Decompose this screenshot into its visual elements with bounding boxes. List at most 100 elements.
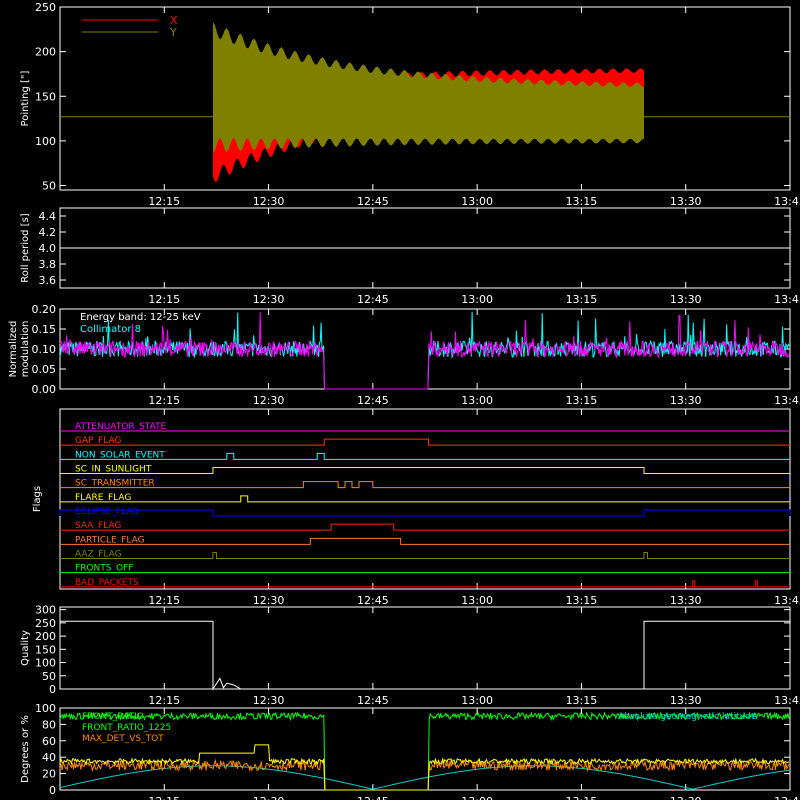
- flag-line-gap-flag: [60, 438, 790, 446]
- quality-xtick-label: 12:45: [357, 694, 389, 707]
- quality-ytick-label: 150: [35, 643, 56, 656]
- ratios-ytick-label: 60: [42, 735, 56, 748]
- flags-xtick-label: 12:30: [253, 594, 285, 607]
- modulation-xtick-label: 12:30: [253, 394, 285, 407]
- roll-ytick-label: 4.4: [39, 210, 57, 223]
- ratios-legend-label: FRONT_RATIO_1225: [82, 723, 171, 733]
- roll-xtick-label: 13:15: [566, 293, 598, 306]
- flag-label: GAP_FLAG: [75, 436, 121, 446]
- roll-ytick-label: 4.2: [39, 226, 57, 239]
- ratios-latitude-label: Absolute geomagnetic latitude: [618, 712, 757, 722]
- flag-label: PARTICLE_FLAG: [75, 535, 145, 545]
- pointing-legend-label: Y: [169, 26, 177, 39]
- ratios-xtick-label: 12:30: [253, 795, 285, 800]
- quality-ytick-label: 200: [35, 630, 56, 643]
- flags-xtick-label: 12:45: [357, 594, 389, 607]
- flag-line-saa-flag: [60, 523, 790, 531]
- flags-xtick-label: 13:15: [566, 594, 598, 607]
- roll-xtick-label: 12:30: [253, 293, 285, 306]
- quality-xtick-label: 13:00: [461, 694, 493, 707]
- ratios-ytick-label: 0: [49, 784, 56, 797]
- ratios-ytick-label: 20: [42, 768, 56, 781]
- modulation-xtick-label: 12:45: [357, 394, 389, 407]
- ratios-xtick-label: 13:30: [670, 795, 702, 800]
- modulation-xtick-label: 13:45: [774, 394, 800, 407]
- quality-ytick-label: 250: [35, 617, 56, 630]
- flag-label: NON_SOLAR_EVENT: [75, 450, 165, 460]
- flag-label: ATTENUATOR_STATE: [75, 422, 167, 432]
- ratios-xtick-label: 12:15: [148, 795, 180, 800]
- modulation-ytick-label: 0.00: [32, 383, 57, 396]
- flags-frame: [59, 408, 791, 590]
- pointing-legend-label: X: [170, 14, 178, 27]
- modulation-xtick-label: 13:00: [461, 394, 493, 407]
- quality-xtick-label: 12:30: [253, 694, 285, 707]
- flag-line-particle-flag: [60, 537, 790, 545]
- ratios-legend-label: FRONT_RATIO: [82, 712, 144, 722]
- flags-xtick-label: 13:45: [774, 594, 800, 607]
- roll-ytick-label: 3.6: [39, 274, 57, 287]
- pointing-xtick-label: 12:45: [357, 195, 389, 208]
- ratios-legend-label: MAX_DET_VS_TOT: [82, 734, 164, 744]
- modulation-series-1: [59, 312, 790, 390]
- ratios-latitude: [59, 765, 791, 790]
- ratios-xtick-label: 13:00: [461, 795, 493, 800]
- flags-xtick-label: 12:15: [148, 594, 180, 607]
- flag-label: ECLIPSE_FLAG: [75, 507, 139, 517]
- modulation-ylabel-1: Normalized: [8, 321, 19, 378]
- flag-line-eclipse-flag: [59, 509, 791, 517]
- flag-label: FLARE_FLAG: [75, 493, 131, 503]
- quality-xtick-label: 13:45: [774, 694, 800, 707]
- roll-xtick-label: 13:30: [670, 293, 702, 306]
- quality-series: [60, 620, 790, 691]
- flag-line-bad-packets: [60, 580, 790, 588]
- quality-ytick-label: 0: [49, 683, 56, 696]
- roll-ytick-label: 3.8: [39, 258, 57, 271]
- pointing-frame: [59, 6, 791, 191]
- ratios-ylabel: Degrees or %: [20, 715, 31, 783]
- pointing-ytick-label: 100: [35, 135, 56, 148]
- modulation-energy-band: Energy band: 12-25 keV: [80, 312, 201, 323]
- flag-label: SAA_FLAG: [75, 521, 121, 531]
- quality-ytick-label: 300: [35, 604, 56, 617]
- pointing-xtick-label: 13:30: [670, 195, 702, 208]
- ratios-ytick-label: 100: [35, 702, 56, 715]
- pointing-ytick-label: 50: [42, 180, 56, 193]
- ratios-series-1: [59, 758, 790, 791]
- flag-line-sc-transmitter: [60, 481, 790, 489]
- modulation-xtick-label: 13:15: [566, 394, 598, 407]
- ratios-series-2: [59, 744, 790, 791]
- pointing-y-envelope: [212, 21, 644, 153]
- roll-xtick-label: 13:00: [461, 293, 493, 306]
- flag-label: SC_TRANSMITTER: [75, 479, 155, 489]
- flags-ylabel: Flags: [32, 486, 43, 512]
- roll-xtick-label: 13:45: [774, 293, 800, 306]
- modulation-ytick-label: 0.20: [32, 303, 57, 316]
- flag-line-sc-in-sunlight: [60, 467, 790, 474]
- quality-ytick-label: 100: [35, 657, 56, 670]
- modulation-ylabel-2: modulation: [20, 321, 31, 378]
- quality-xtick-label: 13:30: [670, 694, 702, 707]
- quality-xtick-label: 12:15: [148, 694, 180, 707]
- flags-xtick-label: 13:00: [461, 594, 493, 607]
- quality-xtick-label: 13:15: [566, 694, 598, 707]
- quality-ylabel: Quality: [20, 630, 31, 666]
- pointing-xtick-label: 13:00: [461, 195, 493, 208]
- ratios-xtick-label: 12:45: [357, 795, 389, 800]
- pointing-xtick-label: 12:30: [253, 195, 285, 208]
- pointing-ytick-label: 150: [35, 90, 56, 103]
- flag-line-flare-flag: [60, 495, 790, 503]
- quality-ytick-label: 50: [42, 670, 56, 683]
- modulation-ytick-label: 0.15: [32, 323, 57, 336]
- flag-line-non-solar-event: [60, 452, 790, 460]
- modulation-xtick-label: 12:15: [148, 394, 180, 407]
- ratios-xtick-label: 13:45: [774, 795, 800, 800]
- pointing-ytick-label: 250: [35, 1, 56, 14]
- flags-xtick-label: 13:30: [670, 594, 702, 607]
- modulation-xtick-label: 13:30: [670, 394, 702, 407]
- pointing-ylabel: Pointing ["]: [20, 70, 31, 126]
- pointing-xtick-label: 13:15: [566, 195, 598, 208]
- ratios-xtick-label: 13:15: [566, 795, 598, 800]
- roll-ytick-label: 4.0: [39, 242, 57, 255]
